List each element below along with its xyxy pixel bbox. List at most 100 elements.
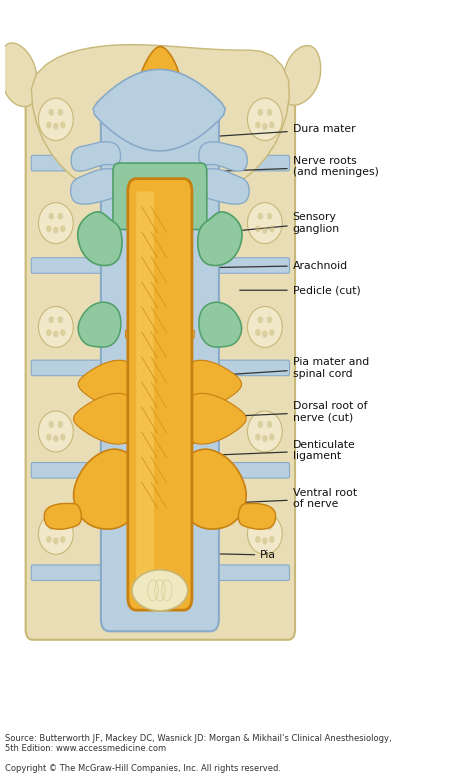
Ellipse shape bbox=[60, 329, 65, 336]
FancyBboxPatch shape bbox=[128, 178, 192, 610]
Ellipse shape bbox=[60, 536, 65, 543]
Ellipse shape bbox=[48, 523, 54, 530]
Polygon shape bbox=[73, 449, 141, 529]
Polygon shape bbox=[178, 327, 194, 341]
FancyBboxPatch shape bbox=[113, 163, 207, 230]
Polygon shape bbox=[93, 69, 225, 151]
Ellipse shape bbox=[60, 225, 65, 232]
FancyBboxPatch shape bbox=[31, 360, 290, 376]
Ellipse shape bbox=[46, 122, 52, 129]
Polygon shape bbox=[71, 142, 120, 171]
Polygon shape bbox=[126, 383, 142, 397]
Ellipse shape bbox=[53, 123, 59, 130]
Polygon shape bbox=[78, 302, 121, 347]
Polygon shape bbox=[238, 504, 275, 529]
FancyBboxPatch shape bbox=[31, 565, 290, 580]
Ellipse shape bbox=[262, 331, 268, 338]
Ellipse shape bbox=[53, 331, 59, 338]
Polygon shape bbox=[182, 393, 246, 444]
Text: Denticulate
ligament: Denticulate ligament bbox=[191, 440, 356, 461]
Polygon shape bbox=[71, 168, 121, 204]
Text: Arachnoid: Arachnoid bbox=[212, 261, 348, 271]
FancyBboxPatch shape bbox=[31, 258, 290, 273]
Ellipse shape bbox=[269, 225, 274, 232]
Ellipse shape bbox=[38, 98, 73, 140]
Text: Sensory
ganglion: Sensory ganglion bbox=[210, 213, 340, 234]
Ellipse shape bbox=[255, 225, 261, 232]
Ellipse shape bbox=[60, 434, 65, 441]
Text: Copyright © The McGraw-Hill Companies, Inc. All rights reserved.: Copyright © The McGraw-Hill Companies, I… bbox=[5, 764, 281, 773]
Ellipse shape bbox=[48, 317, 54, 324]
Ellipse shape bbox=[247, 307, 283, 348]
Ellipse shape bbox=[267, 213, 272, 220]
Text: Pedicle (cut): Pedicle (cut) bbox=[240, 286, 361, 295]
Ellipse shape bbox=[247, 203, 283, 244]
Ellipse shape bbox=[48, 109, 54, 116]
Ellipse shape bbox=[38, 203, 73, 244]
Ellipse shape bbox=[46, 329, 52, 336]
Ellipse shape bbox=[38, 411, 73, 452]
Polygon shape bbox=[198, 212, 242, 265]
Ellipse shape bbox=[262, 435, 268, 442]
Ellipse shape bbox=[255, 122, 261, 129]
Ellipse shape bbox=[257, 213, 263, 220]
Ellipse shape bbox=[262, 123, 268, 130]
Ellipse shape bbox=[267, 109, 272, 116]
Text: Source: Butterworth JF, Mackey DC, Wasnick JD: Morgan & Mikhail’s Clinical Anest: Source: Butterworth JF, Mackey DC, Wasni… bbox=[5, 734, 392, 753]
Polygon shape bbox=[126, 327, 142, 341]
Ellipse shape bbox=[269, 329, 274, 336]
Ellipse shape bbox=[267, 421, 272, 428]
Ellipse shape bbox=[46, 536, 52, 543]
Text: Pia mater and
spinal cord: Pia mater and spinal cord bbox=[202, 357, 369, 379]
Polygon shape bbox=[283, 46, 321, 106]
Ellipse shape bbox=[257, 317, 263, 324]
Ellipse shape bbox=[269, 122, 274, 129]
Polygon shape bbox=[199, 142, 247, 171]
Ellipse shape bbox=[58, 109, 63, 116]
Polygon shape bbox=[73, 393, 138, 444]
Ellipse shape bbox=[58, 523, 63, 530]
Polygon shape bbox=[78, 212, 122, 265]
Ellipse shape bbox=[48, 213, 54, 220]
Text: Dorsal root of
nerve (cut): Dorsal root of nerve (cut) bbox=[210, 401, 367, 422]
Polygon shape bbox=[138, 47, 181, 118]
Text: Pia: Pia bbox=[179, 550, 276, 560]
Ellipse shape bbox=[46, 434, 52, 441]
Ellipse shape bbox=[132, 570, 188, 611]
Polygon shape bbox=[44, 504, 82, 529]
Ellipse shape bbox=[257, 523, 263, 530]
Ellipse shape bbox=[53, 435, 59, 442]
Ellipse shape bbox=[46, 225, 52, 232]
Polygon shape bbox=[178, 433, 194, 447]
Ellipse shape bbox=[269, 434, 274, 441]
Ellipse shape bbox=[60, 122, 65, 129]
Ellipse shape bbox=[262, 227, 268, 234]
FancyBboxPatch shape bbox=[26, 96, 295, 639]
Ellipse shape bbox=[48, 421, 54, 428]
FancyBboxPatch shape bbox=[31, 155, 290, 171]
FancyBboxPatch shape bbox=[136, 192, 154, 598]
Ellipse shape bbox=[53, 227, 59, 234]
Polygon shape bbox=[78, 360, 138, 408]
Polygon shape bbox=[199, 168, 249, 204]
Polygon shape bbox=[31, 45, 289, 206]
Ellipse shape bbox=[38, 514, 73, 554]
Ellipse shape bbox=[255, 434, 261, 441]
Ellipse shape bbox=[255, 536, 261, 543]
Ellipse shape bbox=[53, 537, 59, 545]
Polygon shape bbox=[179, 449, 246, 529]
Text: Nerve roots
(and meninges): Nerve roots (and meninges) bbox=[212, 156, 379, 178]
Ellipse shape bbox=[58, 421, 63, 428]
Ellipse shape bbox=[247, 411, 283, 452]
Ellipse shape bbox=[267, 317, 272, 324]
Ellipse shape bbox=[257, 421, 263, 428]
Ellipse shape bbox=[38, 307, 73, 348]
Ellipse shape bbox=[58, 213, 63, 220]
Ellipse shape bbox=[247, 98, 283, 140]
Ellipse shape bbox=[58, 317, 63, 324]
Text: Ventral root
of nerve: Ventral root of nerve bbox=[177, 488, 357, 509]
Polygon shape bbox=[0, 43, 38, 106]
Ellipse shape bbox=[257, 109, 263, 116]
FancyBboxPatch shape bbox=[31, 462, 290, 478]
Polygon shape bbox=[182, 360, 241, 408]
